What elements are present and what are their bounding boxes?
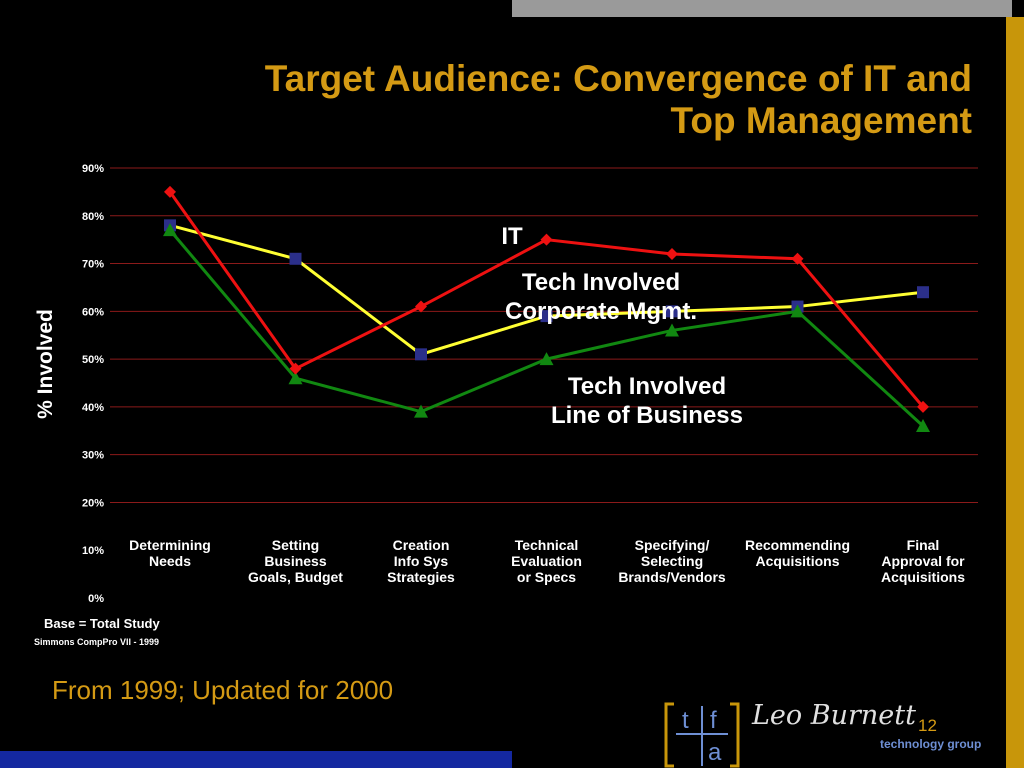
y-tick-label: 40%: [82, 402, 104, 414]
data-point-diamond: [164, 185, 176, 198]
data-point-triangle: [163, 223, 177, 237]
x-category-label: Technical Evaluation or Specs: [511, 537, 582, 585]
data-point-square: [917, 286, 929, 299]
data-point-diamond: [540, 233, 553, 246]
data-point-square: [289, 252, 302, 265]
data-point-triangle: [916, 419, 930, 432]
data-point-diamond: [917, 400, 929, 413]
y-tick-label: 30%: [82, 450, 104, 462]
series-annotations: IT Tech Involved Corporate Mgmt. Tech Invol…: [501, 223, 743, 429]
y-tick-label: 90%: [82, 163, 104, 175]
source-note: Simmons CompPro VII - 1999: [34, 637, 160, 647]
tfa-logo-icon: t f a: [664, 702, 740, 768]
x-category-label: Creation Info Sys Strategies: [387, 537, 455, 585]
slide-title-line: Target Audience: Convergence of IT and: [264, 58, 972, 99]
y-tick-label: 0%: [88, 593, 104, 605]
grid-lines: [110, 167, 978, 503]
y-tick-label: 60%: [82, 306, 104, 318]
data-point-diamond: [666, 248, 678, 260]
series-annotation: Tech Involved Corporate Mgmt.: [505, 269, 697, 325]
logo-tagline: technology group: [880, 737, 982, 751]
top-accent-bar: [512, 0, 1012, 17]
data-point-square: [415, 348, 427, 361]
page-number: 12: [918, 716, 937, 735]
x-category-labels: Determining Needs Setting Business Goals, Bu…: [129, 537, 965, 585]
y-tick-label: 50%: [82, 354, 104, 366]
data-point-diamond: [289, 362, 302, 375]
bottom-accent-bar: [0, 751, 512, 768]
data-point-triangle: [790, 304, 805, 318]
slide-title-line: Top Management: [670, 100, 973, 141]
right-accent-bar: [1006, 17, 1024, 768]
line-chart: 0% 10% 20% 30% 40% 50% 60% 70% 80% 90% Determinin…: [82, 163, 978, 605]
y-tick-label: 80%: [82, 211, 104, 223]
series-annotation: IT: [501, 223, 523, 250]
x-category-label: Specifying/Selecting Brands/Vendors: [618, 537, 726, 585]
x-category-label: Final Approval for Acquisitions: [881, 537, 965, 585]
leo-burnett-logo: Leo Burnett: [752, 700, 916, 731]
data-point-square: [666, 305, 678, 318]
x-category-label: Setting Business Goals, Budget: [248, 537, 343, 585]
slide-title: Target Audience: Convergence of IT and T…: [72, 58, 972, 142]
y-tick-label: 70%: [82, 259, 104, 271]
data-point-triangle: [288, 371, 303, 385]
x-category-label: Determining Needs: [129, 537, 211, 569]
y-tick-label: 20%: [82, 497, 104, 509]
logo-letter: t: [682, 707, 689, 734]
footer-note: From 1999; Updated for 2000: [52, 675, 394, 705]
data-point-square: [540, 310, 553, 323]
series-triangle-group: [163, 223, 930, 432]
series-lines: [163, 185, 930, 432]
data-point-triangle: [539, 352, 554, 366]
series-diamond-group: [164, 185, 929, 413]
y-tick-label: 10%: [82, 545, 104, 557]
series-line: [168, 229, 925, 428]
logo-letter: a: [708, 739, 722, 766]
data-point-diamond: [791, 252, 804, 265]
data-point-diamond: [415, 300, 427, 313]
y-tick-labels: 0% 10% 20% 30% 40% 50% 60% 70% 80% 90%: [82, 163, 104, 605]
data-point-triangle: [414, 404, 428, 418]
base-note: Base = Total Study: [44, 616, 160, 631]
x-category-label: Recommending Acquisitions: [745, 537, 850, 569]
series-annotation: Tech Involved Line of Business: [551, 373, 743, 429]
logo-letter: f: [710, 707, 717, 734]
data-point-triangle: [665, 323, 679, 337]
